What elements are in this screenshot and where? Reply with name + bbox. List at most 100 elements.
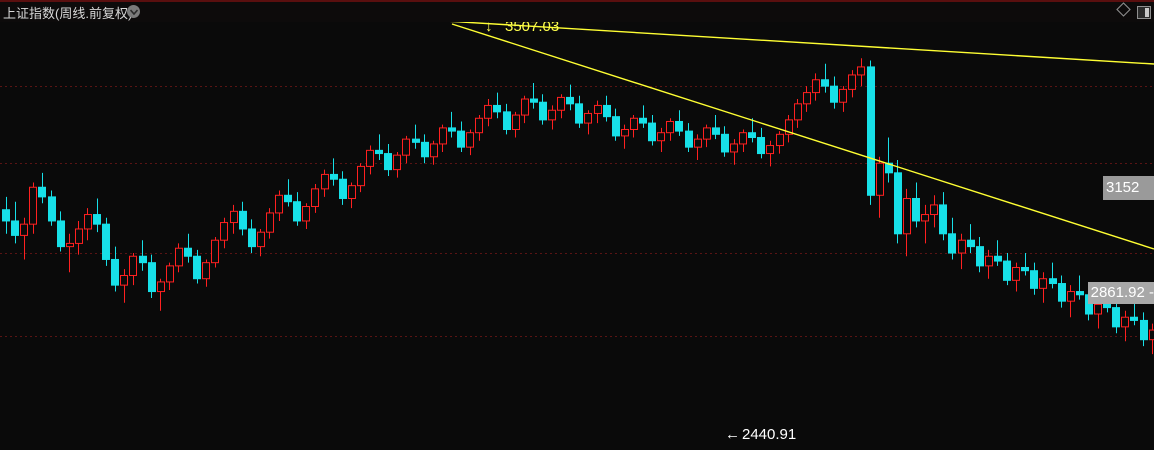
candle [1030, 262, 1038, 295]
candle [57, 211, 65, 252]
chevron-down-icon[interactable] [127, 5, 140, 18]
candle [657, 127, 665, 152]
candle [157, 278, 165, 311]
candle [321, 169, 329, 197]
candle [557, 94, 565, 119]
candle [29, 182, 37, 234]
candle [548, 105, 556, 130]
candle [994, 240, 1002, 266]
candle [193, 249, 201, 284]
candle [739, 129, 747, 152]
candle [330, 158, 338, 186]
candle [430, 140, 438, 165]
candle [311, 184, 319, 213]
candle [211, 237, 219, 268]
candle [794, 99, 802, 128]
candle [521, 95, 529, 124]
candle [639, 105, 647, 128]
candle [766, 140, 774, 167]
candle [976, 237, 984, 273]
candle [930, 195, 938, 228]
reference-price-value: 2861.92 - [1090, 284, 1154, 301]
candle [903, 188, 911, 257]
high-price-annotation: 3507.03 [505, 18, 560, 35]
candle [111, 246, 119, 292]
candle [939, 192, 947, 241]
diamond-icon[interactable] [1116, 2, 1131, 22]
candle [484, 99, 492, 127]
candle [448, 111, 456, 138]
candle [757, 127, 765, 159]
candle [248, 219, 256, 254]
candle [102, 217, 110, 266]
candle [357, 163, 365, 193]
candle [129, 253, 137, 286]
candle [730, 139, 738, 165]
candle [457, 121, 465, 152]
low-marker-arrow: ← [725, 426, 740, 443]
candle [20, 217, 28, 260]
page-title: 上证指数(周线.前复权) [3, 6, 133, 21]
candle [612, 108, 620, 141]
candlestick-chart[interactable] [0, 22, 1154, 450]
candle [175, 243, 183, 273]
chart-canvas [0, 22, 1154, 450]
candle [220, 217, 228, 249]
candle [921, 204, 929, 244]
candle [93, 198, 101, 233]
candle [1112, 299, 1120, 334]
candle [630, 115, 638, 138]
candle [1076, 275, 1084, 300]
candle [2, 196, 10, 234]
candle [512, 111, 520, 138]
candle [985, 249, 993, 279]
candle [439, 124, 447, 152]
candle [830, 76, 838, 109]
candle [1149, 323, 1154, 355]
candle [1012, 262, 1020, 292]
candle [566, 84, 574, 111]
candle [120, 269, 128, 303]
candle [1067, 285, 1075, 318]
candle [675, 110, 683, 136]
candle [666, 118, 674, 141]
window-restore-icon[interactable] [1137, 5, 1151, 19]
candle [1039, 272, 1047, 303]
candle [11, 201, 19, 244]
candle [139, 240, 147, 271]
candle [848, 70, 856, 98]
candle [393, 151, 401, 178]
candle [857, 58, 865, 87]
candle [384, 143, 392, 177]
candle [375, 134, 383, 160]
candle [530, 82, 538, 109]
candle [894, 159, 902, 244]
candle [275, 190, 283, 221]
candle [648, 115, 656, 146]
candle [539, 94, 547, 125]
candle [685, 123, 693, 152]
candle [721, 126, 729, 157]
candle [475, 115, 483, 141]
candle [1049, 262, 1057, 289]
last-price-value: 3152 [1106, 179, 1140, 196]
candle [1121, 310, 1129, 342]
candle [302, 203, 310, 229]
candle-series [2, 58, 1154, 355]
candle [867, 60, 875, 205]
candle [421, 134, 429, 164]
candle [66, 233, 74, 273]
candle [958, 233, 966, 270]
candle [84, 208, 92, 241]
low-price-annotation: 2440.91 [742, 426, 797, 443]
candle [876, 156, 884, 218]
candle [948, 217, 956, 260]
high-marker-arrow: ↓ [485, 18, 493, 35]
candle [584, 110, 592, 135]
candle [575, 95, 583, 128]
candle [466, 129, 474, 156]
candle [748, 118, 756, 143]
candle [621, 124, 629, 149]
candle [803, 86, 811, 112]
